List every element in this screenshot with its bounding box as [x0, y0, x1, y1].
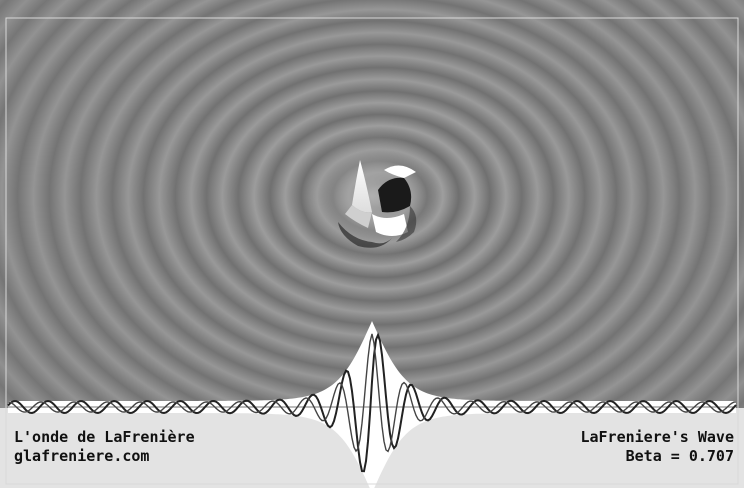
- website-link: glafreniere.com: [14, 447, 150, 465]
- frame-border: [5, 17, 739, 485]
- waveform-line: [7, 332, 737, 473]
- title-english: LaFreniere's Wave: [580, 428, 734, 446]
- waveform-line-secondary: [7, 333, 737, 453]
- wave-center-structure: [338, 160, 417, 248]
- caption-left: L'onde de LaFrenière glafreniere.com: [14, 428, 195, 466]
- wave-field-center-glow: [290, 120, 460, 280]
- caption-right: LaFreniere's Wave Beta = 0.707: [580, 428, 734, 466]
- wave-envelope: [8, 321, 736, 488]
- title-french: L'onde de LaFrenière: [14, 428, 195, 446]
- beta-value: Beta = 0.707: [625, 447, 734, 465]
